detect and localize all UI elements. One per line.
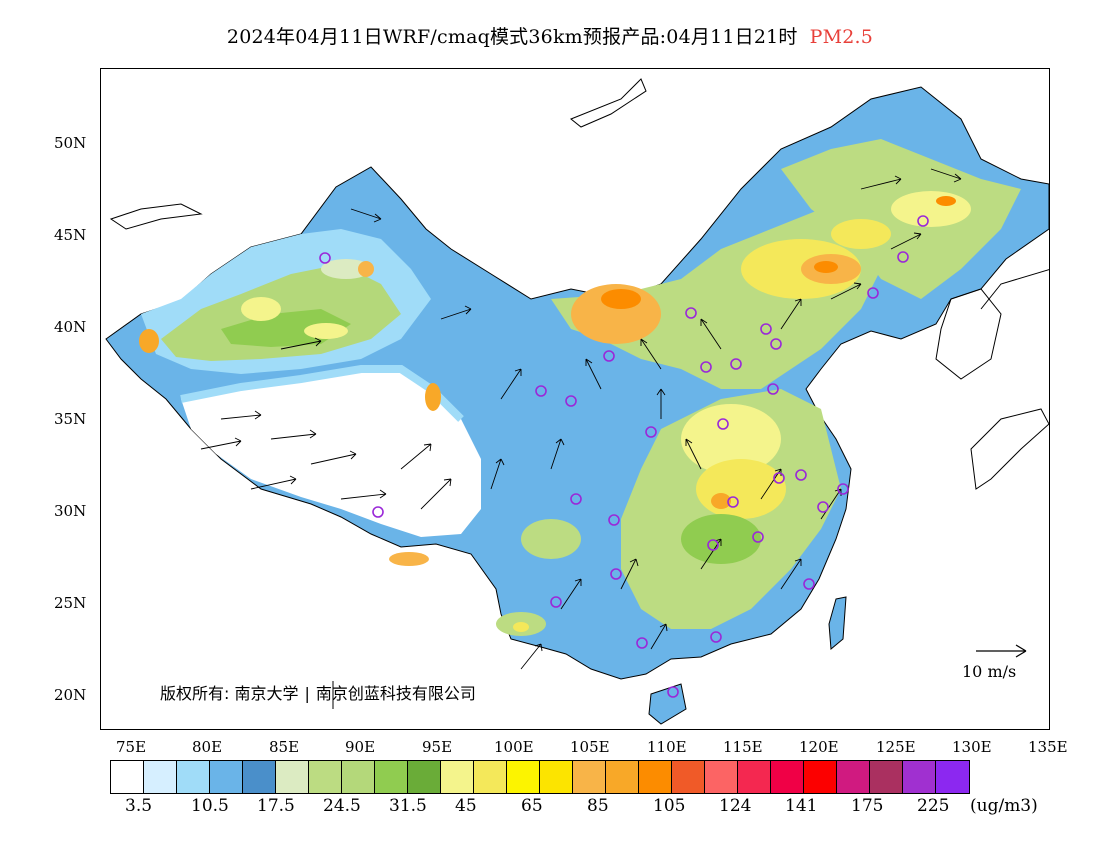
legend-swatch [705, 761, 738, 793]
legend-level-label: 24.5 [323, 796, 361, 816]
legend-swatch [672, 761, 705, 793]
legend-swatch [276, 761, 309, 793]
title-text: 2024年04月11日WRF/cmaq模式36km预报产品:04月11日21时 [226, 26, 798, 48]
lat-label-50n: 50N [54, 134, 87, 152]
wind-arrows [200, 168, 962, 670]
legend-level-label: 141 [785, 796, 818, 816]
pm25-map [105, 78, 1049, 725]
lon-label-125e: 125E [876, 738, 916, 756]
copyright-right: 南京创蓝科技有限公司 [315, 684, 476, 703]
legend-level-label: 85 [587, 796, 609, 816]
legend-swatch [111, 761, 144, 793]
legend-swatch [342, 761, 375, 793]
legend-swatch [210, 761, 243, 793]
lat-label-30n: 30N [54, 502, 87, 520]
lon-label-105e: 105E [570, 738, 610, 756]
legend-swatch [870, 761, 903, 793]
lon-label-95e: 95E [422, 738, 453, 756]
legend-swatch [474, 761, 507, 793]
tibet-region [181, 369, 481, 537]
wind-reference-label: 10 m/s [962, 662, 1017, 681]
wind-reference-arrow [976, 644, 1027, 658]
legend-swatch [837, 761, 870, 793]
color-legend [110, 760, 970, 794]
lat-label-25n: 25N [54, 594, 87, 612]
map-frame [100, 68, 1050, 730]
map-title: 2024年04月11日WRF/cmaq模式36km预报产品:04月11日21时 P… [0, 22, 1100, 49]
lon-label-90e: 90E [345, 738, 376, 756]
legend-swatch [408, 761, 441, 793]
legend-swatch [540, 761, 573, 793]
lon-label-130e: 130E [952, 738, 992, 756]
city-markers [319, 215, 929, 698]
copyright-divider: | [304, 684, 310, 703]
legend-unit: (ug/m3) [970, 796, 1038, 816]
legend-swatch [177, 761, 210, 793]
legend-level-label: 31.5 [389, 796, 427, 816]
legend-swatch [639, 761, 672, 793]
legend-swatch [441, 761, 474, 793]
korea-outline [935, 288, 1002, 380]
lon-label-115e: 115E [723, 738, 763, 756]
legend-swatch [144, 761, 177, 793]
copyright-left: 版权所有: 南京大学 [160, 684, 299, 703]
legend-level-label: 65 [521, 796, 543, 816]
lon-label-80e: 80E [192, 738, 223, 756]
lon-label-120e: 120E [799, 738, 839, 756]
legend-swatch [903, 761, 936, 793]
lon-label-75e: 75E [116, 738, 147, 756]
lon-label-135e: 135E [1028, 738, 1068, 756]
lat-label-40n: 40N [54, 318, 87, 336]
legend-level-label: 124 [719, 796, 752, 816]
legend-level-label: 10.5 [191, 796, 229, 816]
legend-swatch [507, 761, 540, 793]
legend-level-label: 3.5 [125, 796, 153, 816]
lon-label-100e: 100E [494, 738, 534, 756]
legend-level-label: 225 [917, 796, 950, 816]
legend-swatch [606, 761, 639, 793]
legend-swatch [309, 761, 342, 793]
copyright-notice: 版权所有: 南京大学 | 南京创蓝科技有限公司 [160, 680, 476, 704]
legend-swatch [936, 761, 969, 793]
lat-label-20n: 20N [54, 686, 87, 704]
lon-label-85e: 85E [269, 738, 300, 756]
taiwan [828, 596, 847, 651]
legend-level-label: 105 [653, 796, 686, 816]
lon-label-110e: 110E [647, 738, 687, 756]
legend-swatch [243, 761, 276, 793]
legend-swatch [771, 761, 804, 793]
legend-level-label: 45 [455, 796, 477, 816]
lat-label-35n: 35N [54, 410, 87, 428]
legend-swatch [804, 761, 837, 793]
lat-label-45n: 45N [54, 226, 87, 244]
legend-swatch [375, 761, 408, 793]
legend-level-label: 175 [851, 796, 884, 816]
legend-swatch [738, 761, 771, 793]
legend-level-label: 17.5 [257, 796, 295, 816]
japan-outline [970, 408, 1049, 490]
legend-swatch [573, 761, 606, 793]
pollutant-label: PM2.5 [809, 26, 874, 48]
hainan [648, 683, 687, 725]
